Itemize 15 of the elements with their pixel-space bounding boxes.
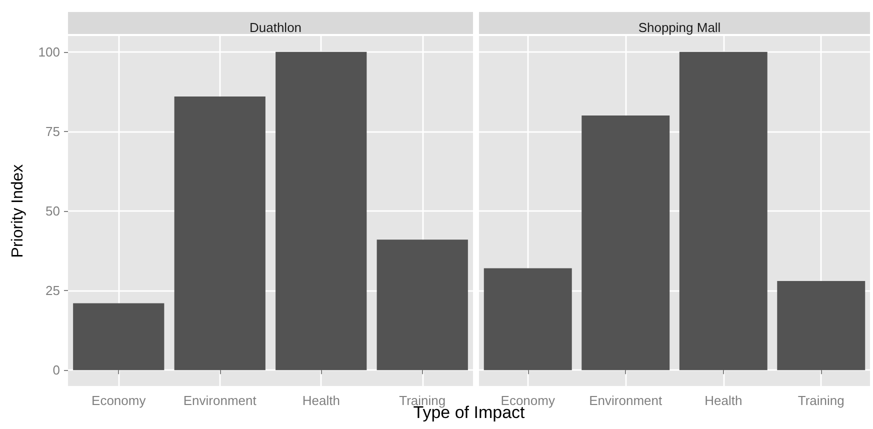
y-tick-label: 50 [46,204,60,218]
x-tick-label: Economy [500,393,556,408]
chart-title: Shopping Mall [638,20,721,35]
x-tick-label: Economy [92,393,146,408]
x-tick-label: Training [798,393,844,408]
y-tick-label: 100 [38,44,60,60]
y-tick-label: 0 [52,362,60,378]
y-tick-label: 25 [46,283,60,298]
x-tick-label: Environment [589,393,662,408]
y-tick-label: 75 [46,124,60,139]
x-tick-label: Health [704,393,742,408]
x-tick-label: Health [302,393,340,408]
x-tick-label: Environment [183,393,257,408]
chart-title: Duathlon [249,20,302,35]
y-axis-title: Priority Index [10,164,26,258]
